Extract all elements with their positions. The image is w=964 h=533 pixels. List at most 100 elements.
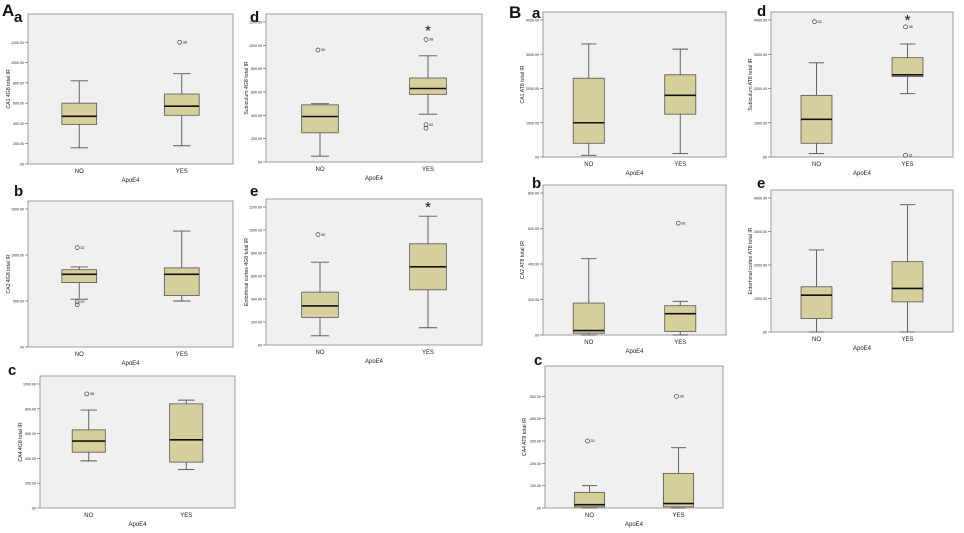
y-tick-label: 100.00 <box>530 484 541 488</box>
y-tick-label: 1000.00 <box>23 383 36 387</box>
outlier-point <box>74 245 80 250</box>
box-no: 32 <box>573 438 606 509</box>
y-tick-label: 400.00 <box>251 114 262 118</box>
x-tick-label: YES <box>422 167 434 173</box>
boxplot-panel-a-d: .00 200.00 400.00 600.00 800.00 1000.00 1200.0… <box>244 13 483 182</box>
x-tick-label: YES <box>674 340 686 346</box>
x-tick-label: NO <box>75 169 84 175</box>
boxplot-panel-a-b: .00 500.00 1000.00 1500.00 CA2 4G8 total IR 3… <box>6 200 234 367</box>
box-no: 38 <box>71 391 106 462</box>
x-axis-label: ApoE4 <box>121 361 140 367</box>
iqr-box <box>891 57 924 77</box>
y-tick-label: 300.00 <box>530 440 541 444</box>
panel-letter-a-e: e <box>250 183 259 200</box>
y-axis-label: CA4 4G8 total IR <box>18 422 24 461</box>
group-b-label: B <box>509 3 522 22</box>
y-tick-label: 4000.00 <box>754 197 767 201</box>
y-tick-label: .00 <box>31 507 36 511</box>
y-tick-label: 1500.00 <box>11 208 24 212</box>
box-yes: 38 <box>662 393 695 509</box>
outlier-point <box>675 220 681 226</box>
y-tick-label: 2000.00 <box>754 87 767 91</box>
x-tick-label: YES <box>674 162 686 168</box>
y-tick-label: 1200.00 <box>249 206 262 210</box>
box-no <box>61 80 98 149</box>
y-tick-label: 3000.00 <box>526 53 539 57</box>
box-yes: 38 31 <box>891 24 924 158</box>
y-tick-label: 3000.00 <box>754 230 767 234</box>
y-tick-label: .00 <box>536 507 541 511</box>
outlier-label: 32 <box>80 246 84 250</box>
boxplot-panel-b-a: .00 1000.00 2000.00 3000.00 4000.00 CA1 AT8 t… <box>520 11 727 177</box>
x-tick-label: NO <box>812 162 821 168</box>
y-tick-label: 800.00 <box>13 81 24 85</box>
iqr-box <box>664 305 697 332</box>
plot-area <box>770 189 954 333</box>
plot-area <box>39 375 236 509</box>
panel-letter-a-b: b <box>14 183 24 200</box>
y-tick-label: 400.00 <box>13 122 24 126</box>
box-yes <box>409 215 447 329</box>
plot-area <box>770 11 954 158</box>
box-no <box>800 249 833 333</box>
boxplot-panel-b-b: .00 200.00 400.00 600.00 800.00 CA2 AT8 total… <box>520 184 727 355</box>
outlier-point <box>903 24 908 30</box>
iqr-box <box>573 491 606 508</box>
outlier-label: 38 <box>909 25 913 29</box>
x-tick-label: YES <box>901 162 913 168</box>
x-tick-label: NO <box>584 340 593 346</box>
outlier-point <box>315 232 321 237</box>
x-tick-label: NO <box>585 513 594 519</box>
y-tick-label: 200.00 <box>528 298 539 302</box>
y-tick-label: 800.00 <box>251 67 262 71</box>
x-tick-label: YES <box>176 352 188 358</box>
box-no: 32 29 <box>61 245 98 308</box>
outlier-point <box>812 19 817 25</box>
y-tick-label: 1200.00 <box>249 21 262 25</box>
x-tick-label: YES <box>180 513 192 519</box>
plot-area <box>27 13 234 165</box>
y-tick-label: .00 <box>257 161 262 165</box>
iqr-box <box>301 291 339 318</box>
panel-letter-b-d: d <box>757 3 767 20</box>
x-tick-label: NO <box>75 352 84 358</box>
outlier-point <box>74 299 80 305</box>
outlier-label: 38 <box>681 221 685 225</box>
significance-star: * <box>425 23 431 40</box>
panel-letter-b-a: a <box>532 5 541 22</box>
x-tick-label: NO <box>316 350 325 356</box>
boxplot-panel-b-d: .00 1000.00 2000.00 3000.00 4000.00 Subiculum… <box>748 11 954 177</box>
box-yes <box>664 48 697 155</box>
box-yes <box>169 399 204 471</box>
plot-area <box>542 11 727 158</box>
x-axis-label: ApoE4 <box>853 171 872 177</box>
y-axis-label: CA1 AT8 total IR <box>520 65 526 104</box>
box-no: 30 <box>301 47 339 157</box>
panel-letter-b-b: b <box>532 175 542 192</box>
y-tick-label: 1000.00 <box>526 121 539 125</box>
y-tick-label: 800.00 <box>25 407 36 411</box>
iqr-box <box>301 104 339 134</box>
y-axis-label: Entorhinal cortex AT8 total IR <box>748 227 754 294</box>
y-tick-label: 600.00 <box>13 102 24 106</box>
box-no: 40 <box>301 232 339 337</box>
y-tick-label: .00 <box>257 344 262 348</box>
x-axis-label: ApoE4 <box>128 522 147 528</box>
outlier-label: 32 <box>818 20 822 24</box>
y-tick-label: 1200.00 <box>11 41 24 45</box>
x-tick-label: NO <box>84 513 93 519</box>
iqr-box <box>409 77 447 95</box>
plot-area <box>265 13 483 163</box>
y-tick-label: 400.00 <box>25 457 36 461</box>
y-tick-label: 200.00 <box>251 321 262 325</box>
y-tick-label: .00 <box>19 163 24 167</box>
y-tick-label: 800.00 <box>528 192 539 196</box>
outlier-label: 38 <box>680 395 684 399</box>
x-axis-label: ApoE4 <box>365 359 384 365</box>
y-tick-label: 1000.00 <box>11 61 24 65</box>
panel-letter-b-e: e <box>757 175 766 192</box>
outlier-point <box>585 438 590 444</box>
outlier-label: 40 <box>321 233 325 237</box>
x-tick-label: YES <box>672 513 684 519</box>
